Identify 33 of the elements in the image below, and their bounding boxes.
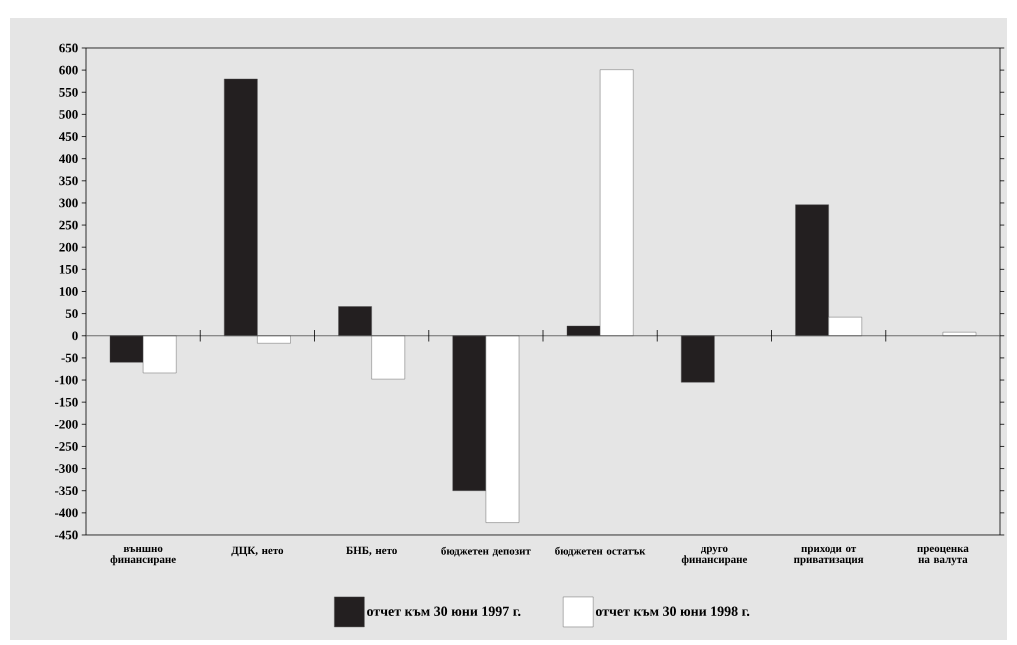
y-tick-label: 200 bbox=[59, 242, 78, 252]
x-tick-label: БНБ, нето bbox=[346, 546, 397, 556]
x-tick-label: приходи от приватизация bbox=[793, 546, 864, 566]
y-tick-label: 650 bbox=[59, 43, 78, 53]
y-tick-label: 300 bbox=[59, 198, 78, 208]
y-tick-label: -450 bbox=[54, 530, 78, 540]
legend-label: отчет към 30 юни 1998 г. bbox=[595, 606, 750, 617]
y-tick-label: 450 bbox=[58, 132, 78, 141]
y-tick-label: 0 bbox=[72, 331, 78, 341]
y-tick-label: 250 bbox=[59, 220, 78, 230]
y-tick-label: -100 bbox=[54, 375, 78, 385]
y-tick-label: 50 bbox=[65, 309, 78, 318]
x-tick-label: друго финансиране bbox=[681, 546, 748, 566]
y-tick-label: -50 bbox=[61, 353, 78, 363]
y-tick-label: -400 bbox=[54, 508, 78, 518]
y-tick-label: 550 bbox=[59, 87, 78, 97]
x-tick-label: преоценка на валута bbox=[917, 546, 969, 566]
y-tick-label: -250 bbox=[54, 442, 78, 451]
x-tick-label: външно финансиране bbox=[110, 546, 176, 566]
y-tick-label: 500 bbox=[59, 110, 78, 119]
x-tick-label: бюджетен депозит bbox=[441, 546, 531, 557]
y-tick-label: 400 bbox=[58, 154, 78, 164]
y-tick-label: -300 bbox=[54, 464, 78, 473]
x-tick-label: бюджетен остатък bbox=[555, 546, 646, 557]
legend-label: отчет към 30 юни 1997 г. bbox=[367, 606, 521, 617]
y-tick-label: 350 bbox=[59, 176, 78, 186]
y-tick-label: 100 bbox=[59, 287, 78, 296]
y-tick-label: -200 bbox=[54, 419, 78, 429]
y-tick-label: 600 bbox=[59, 65, 78, 75]
y-tick-label: -150 bbox=[54, 397, 78, 407]
x-tick-label: ДЦК, нето bbox=[231, 546, 284, 557]
y-tick-label: 150 bbox=[59, 264, 78, 274]
y-tick-label: -350 bbox=[54, 486, 78, 496]
